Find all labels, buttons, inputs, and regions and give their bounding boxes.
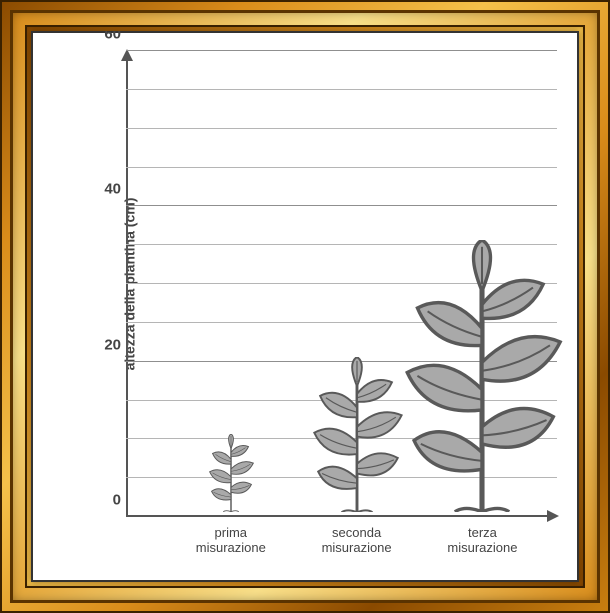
gridline bbox=[126, 167, 557, 168]
y-tick-label: 60 bbox=[91, 31, 121, 43]
plant-icon bbox=[207, 434, 256, 512]
y-tick-label: 20 bbox=[91, 336, 121, 353]
x-tick-label: terzamisurazione bbox=[422, 525, 542, 555]
gridline bbox=[126, 205, 557, 206]
y-tick-label: 0 bbox=[91, 492, 121, 509]
picture-frame-inner: altezza della piantina (cm) 0 20 40 60 prima… bbox=[25, 25, 585, 588]
gridline bbox=[126, 89, 557, 90]
gridline bbox=[126, 128, 557, 129]
y-axis bbox=[126, 51, 128, 517]
plant bbox=[308, 357, 405, 517]
y-axis-label: altezza della piantina (cm) bbox=[121, 198, 137, 371]
gridline bbox=[126, 50, 557, 51]
plant-icon bbox=[397, 240, 567, 512]
picture-frame-outer: altezza della piantina (cm) 0 20 40 60 prima… bbox=[0, 0, 610, 613]
chart-canvas: altezza della piantina (cm) 0 20 40 60 prima… bbox=[31, 31, 579, 582]
plant bbox=[397, 240, 567, 517]
picture-frame-mid: altezza della piantina (cm) 0 20 40 60 prima… bbox=[10, 10, 600, 603]
plant bbox=[207, 434, 256, 517]
plant-icon bbox=[308, 357, 405, 512]
y-tick-label: 40 bbox=[91, 181, 121, 198]
plot-area: altezza della piantina (cm) 0204060prima… bbox=[91, 51, 557, 517]
x-tick-label: secondamisurazione bbox=[297, 525, 417, 555]
x-tick-label: primamisurazione bbox=[171, 525, 291, 555]
